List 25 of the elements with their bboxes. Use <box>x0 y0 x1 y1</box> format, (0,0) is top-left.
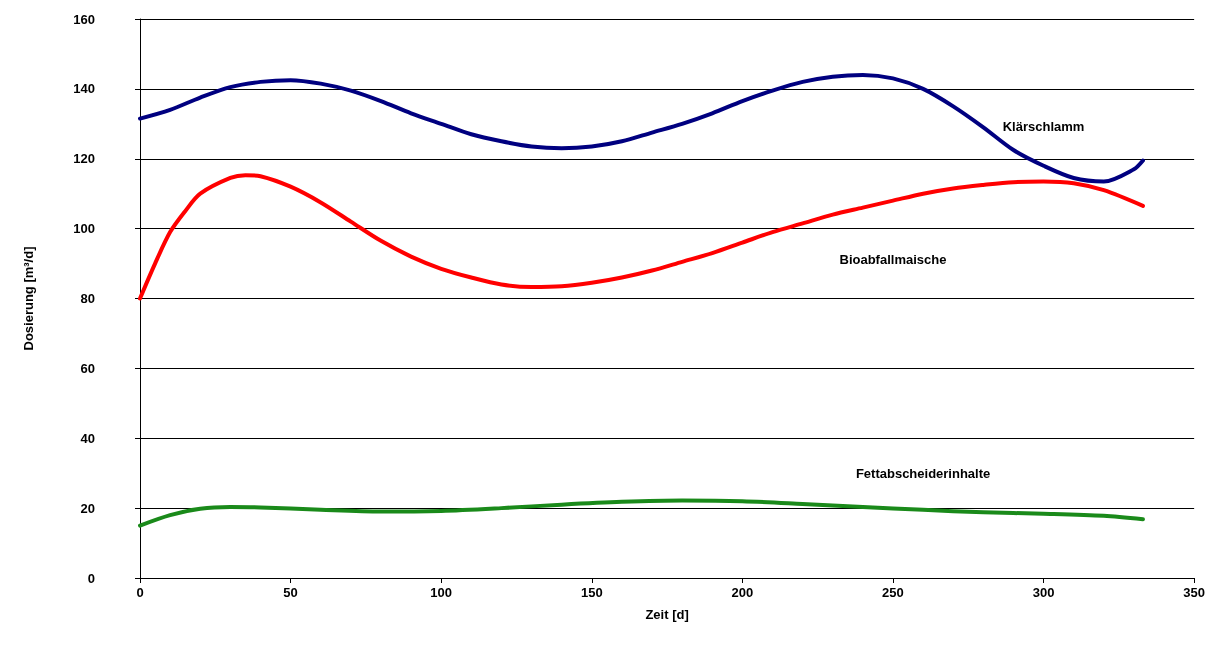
line-series <box>138 498 1145 528</box>
y-tick-label: 140 <box>73 81 95 97</box>
line-series <box>138 72 1145 184</box>
line-series <box>138 173 1145 301</box>
y-tick-label: 80 <box>80 291 95 306</box>
x-tick-label: 50 <box>283 585 298 600</box>
y-axis-title: Dosierung [m³/d] <box>21 246 36 351</box>
x-tick-label: 0 <box>136 585 144 600</box>
x-tick-label: 350 <box>1183 585 1206 600</box>
y-tick-label: 60 <box>80 360 95 376</box>
x-tick-label: 300 <box>1032 585 1055 600</box>
text: Bioabfallmaische <box>839 251 947 267</box>
x-tick-label: 200 <box>731 585 754 600</box>
x-axis-title: Zeit [d] <box>645 607 689 622</box>
x-tick-label: 150 <box>580 585 603 600</box>
y-tick-label: 100 <box>73 221 95 237</box>
y-tick-label: 40 <box>80 430 95 446</box>
y-tick-label: 160 <box>73 11 95 27</box>
series-label: Fettabscheiderinhalte <box>855 465 991 481</box>
x-tick-label: 250 <box>882 585 904 600</box>
y-tick-label: 0 <box>87 570 95 586</box>
y-tick-label: 20 <box>80 500 95 516</box>
x-tick-label: 100 <box>430 585 453 600</box>
series-label: Klärschlamm <box>1002 118 1085 134</box>
y-tick-label: 120 <box>73 151 95 167</box>
